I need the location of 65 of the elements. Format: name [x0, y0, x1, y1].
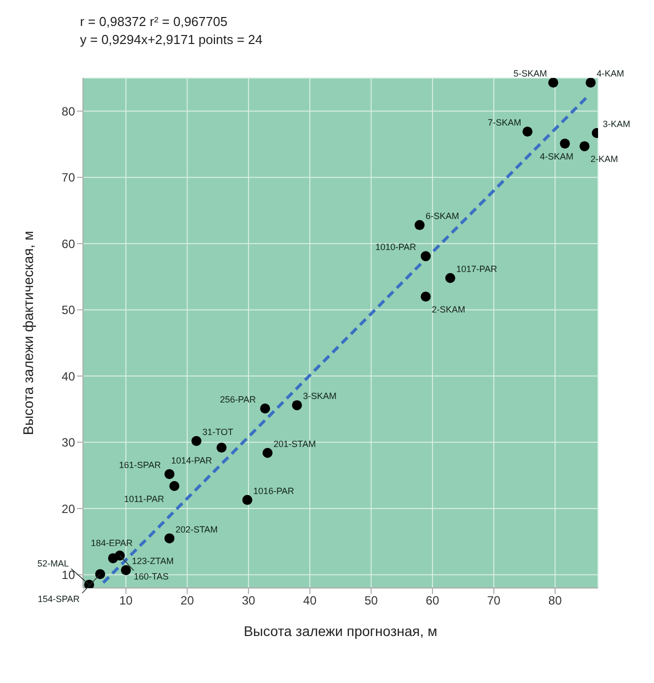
- point: [586, 78, 596, 88]
- y-axis-title: Высота залежи фактическая, м: [20, 230, 36, 436]
- y-tick-label: 30: [62, 436, 76, 450]
- annotation: 1014-PAR: [171, 456, 213, 466]
- y-tick-label: 80: [62, 104, 76, 118]
- point: [95, 569, 106, 580]
- x-tick-label: 50: [364, 594, 378, 608]
- annotation: 31-TOT: [202, 426, 234, 437]
- point: [445, 273, 456, 284]
- annotation: 6-SKAM: [426, 211, 460, 222]
- point: [420, 251, 431, 262]
- point: [191, 436, 202, 446]
- x-tick-label: 30: [242, 594, 256, 608]
- point: [216, 442, 227, 453]
- y-tick-label: 10: [62, 568, 76, 582]
- point: [242, 494, 252, 505]
- x-tick-label: 70: [487, 594, 501, 608]
- annotation: 7-SKAM: [488, 118, 522, 128]
- y-tick-label: 70: [62, 170, 76, 185]
- point: [292, 400, 302, 410]
- x-tick-label: 10: [119, 594, 133, 608]
- annotation: 3-KAM: [602, 118, 630, 129]
- point: [420, 292, 431, 302]
- annotation: 256-PAR: [220, 394, 256, 405]
- annotation: 2-SKAM: [432, 304, 466, 315]
- x-tick-label: 60: [426, 594, 440, 608]
- point: [120, 565, 131, 576]
- point: [260, 404, 270, 414]
- point: [169, 481, 180, 491]
- point: [580, 141, 590, 152]
- point: [164, 533, 174, 544]
- annotation: 4-KAM: [596, 68, 624, 79]
- chart-subtitle: y = 0,9294x+2,9171 points = 24: [80, 32, 263, 47]
- point: [414, 220, 425, 230]
- annotation: 4-SKAM: [540, 152, 574, 162]
- x-tick-label: 80: [548, 594, 562, 608]
- annotation: 160-TAS: [134, 572, 169, 582]
- y-tick-label: 20: [62, 502, 76, 516]
- annotation: 52-MAL: [37, 558, 69, 569]
- x-tick-label: 40: [303, 594, 317, 608]
- annotation: 5-SKAM: [513, 68, 547, 79]
- annotation: 1016-PAR: [253, 486, 295, 496]
- y-tick-label: 60: [62, 236, 76, 251]
- point: [522, 126, 532, 137]
- annotation: 1017-PAR: [456, 264, 498, 274]
- annotation: 1011-PAR: [124, 494, 165, 504]
- point: [262, 448, 273, 458]
- annotation: 123-ZTAM: [132, 556, 174, 566]
- x-tick-label: 20: [180, 594, 194, 608]
- point: [560, 138, 570, 149]
- annotation: 201-STAM: [274, 438, 316, 449]
- point: [164, 469, 174, 480]
- x-axis-title: Высота залежи прогнозная, м: [244, 623, 438, 639]
- chart-title: r = 0,98372 r² = 0,967705: [80, 14, 228, 29]
- annotation: 202-STAM: [175, 524, 218, 534]
- annotation: 184-EPAR: [90, 538, 134, 548]
- annotation: 161-SPAR: [119, 460, 162, 470]
- annotation: 2-KAM: [590, 154, 618, 164]
- annotation: 3-SKAM: [302, 391, 336, 402]
- annotation: 154-SPAR: [38, 594, 80, 604]
- point: [108, 553, 118, 564]
- point: [548, 78, 558, 88]
- y-tick-label: 40: [62, 369, 76, 384]
- y-tick-label: 50: [62, 303, 76, 318]
- annotation: 1010-PAR: [375, 242, 417, 252]
